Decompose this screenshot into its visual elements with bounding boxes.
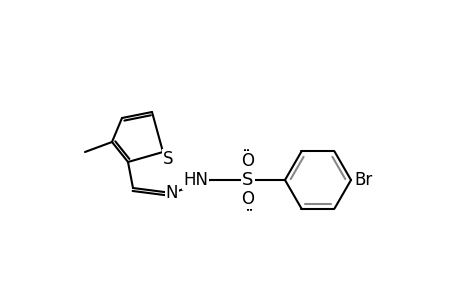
Text: O: O bbox=[241, 152, 254, 170]
Text: O: O bbox=[241, 190, 254, 208]
Text: S: S bbox=[162, 150, 173, 168]
Text: S: S bbox=[242, 171, 253, 189]
Text: Br: Br bbox=[353, 171, 371, 189]
Text: HN: HN bbox=[183, 171, 207, 189]
Text: N: N bbox=[165, 184, 178, 202]
